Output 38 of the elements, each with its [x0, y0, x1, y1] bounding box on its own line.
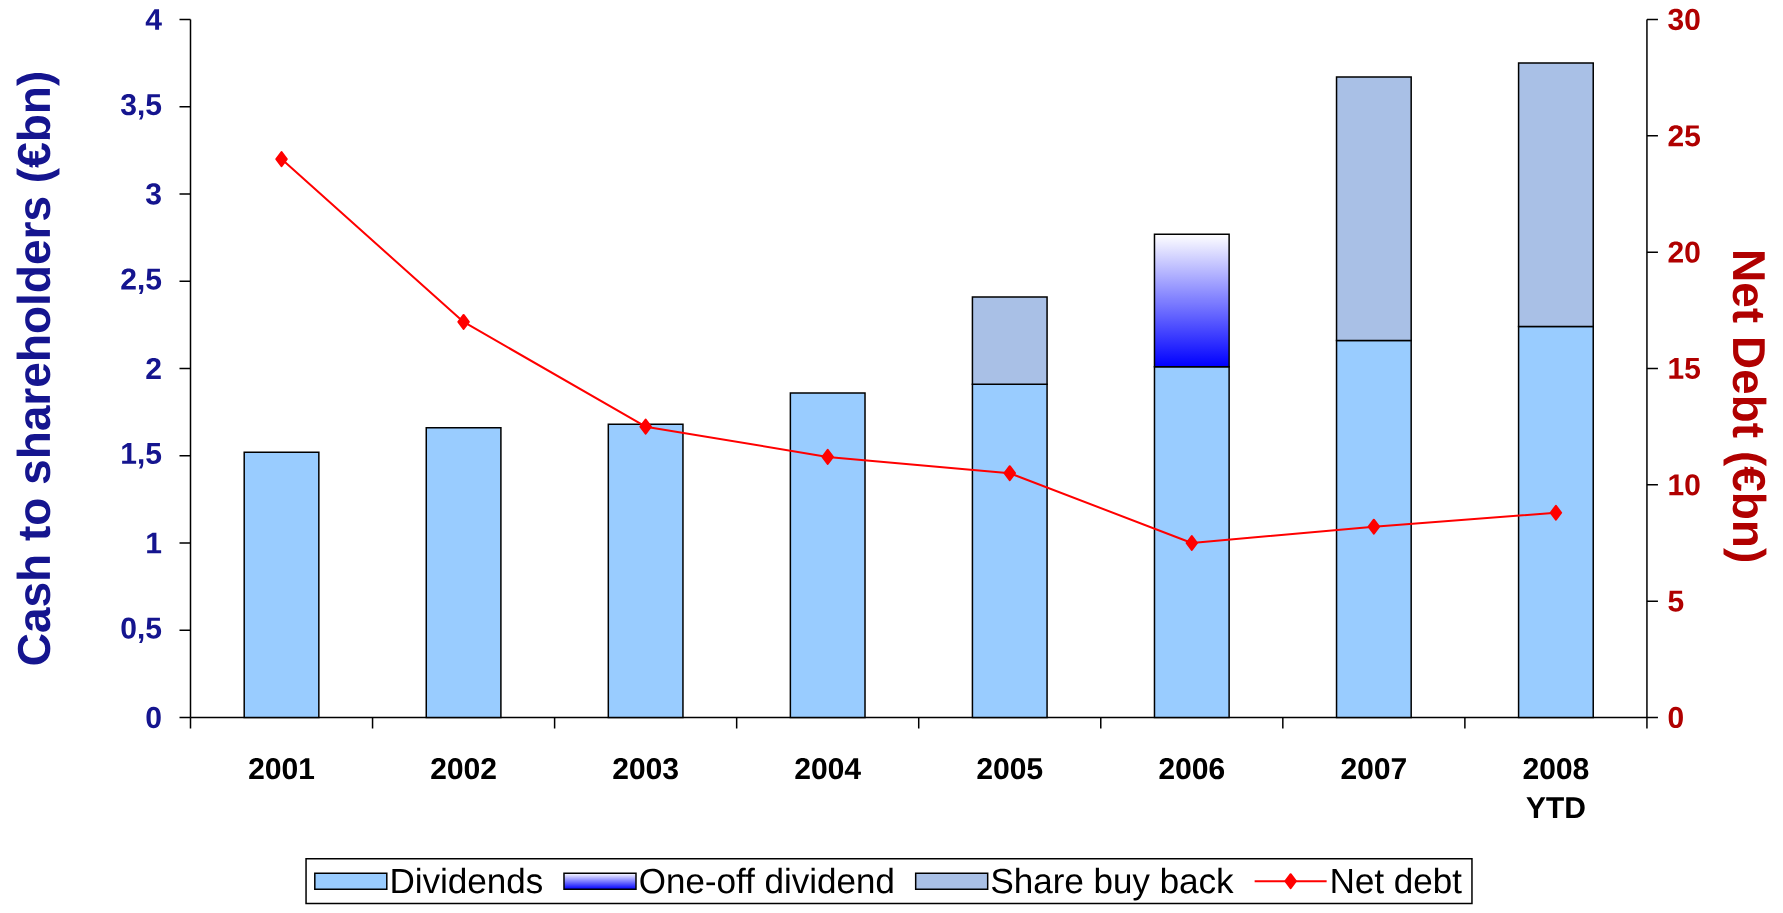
x-tick-label: 2005	[977, 758, 1043, 780]
point	[457, 313, 470, 330]
legend-label: Dividends	[392, 867, 542, 894]
point	[1549, 504, 1563, 521]
x-tick-label: 2008 YTD	[1523, 758, 1589, 818]
y-axis-title: Cash to shareholders (€bn)	[16, 73, 60, 665]
y-tick-label: 3	[145, 183, 161, 205]
y2-tick-label: 25	[1668, 125, 1701, 147]
y2-tick-label: 10	[1669, 474, 1700, 496]
point	[1367, 518, 1381, 535]
y-tick-label: 0,5	[121, 617, 162, 644]
legend-label: Net debt	[1332, 867, 1462, 894]
x-tick-label: 2004	[795, 758, 861, 780]
x-tick-label: 2007	[1341, 758, 1406, 780]
point	[1003, 465, 1016, 482]
y-tick-label: 2,5	[121, 268, 162, 295]
y2-axis-title: Net Debt (€bn)	[1723, 252, 1767, 562]
x-tick-label: 2002	[431, 758, 496, 780]
y2-tick-label: 5	[1668, 590, 1684, 612]
y-tick-label: 2	[146, 358, 161, 379]
y-tick-label: 4	[145, 9, 162, 30]
point	[639, 418, 652, 435]
legend-label: One-off dividend	[640, 867, 893, 894]
point	[1185, 535, 1199, 551]
legend-label: Share buy back	[992, 867, 1234, 901]
y-tick-label: 3,5	[120, 93, 162, 120]
y-tick-label: 1,5	[122, 443, 162, 469]
y2-tick-label: 20	[1668, 241, 1700, 263]
x-tick-label: 2003	[613, 758, 678, 780]
y2-tick-label: 15	[1669, 358, 1701, 379]
y2-tick-label: 30	[1668, 8, 1700, 31]
y-tick-label: 1	[147, 532, 162, 554]
x-tick-label: 2001	[249, 758, 315, 780]
y2-tick-label: 0	[1668, 706, 1683, 729]
point	[275, 151, 288, 168]
point	[821, 448, 834, 465]
y-tick-label: 0	[146, 706, 161, 729]
x-tick-label: 2006	[1159, 758, 1225, 780]
